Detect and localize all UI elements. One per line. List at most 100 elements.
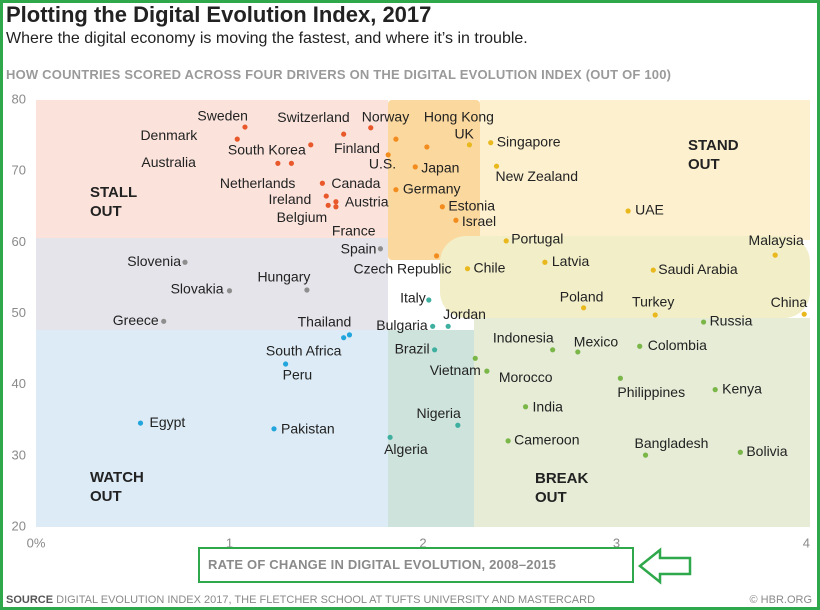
point-label: Greece: [113, 312, 159, 328]
point-label: Cameroon: [514, 432, 579, 448]
point-label: Canada: [331, 175, 380, 191]
point-label: UAE: [635, 202, 664, 218]
point-label: Egypt: [149, 414, 185, 430]
y-tick-label: 40: [12, 376, 26, 391]
point-label: Thailand: [298, 314, 352, 330]
y-tick-label: 30: [12, 447, 26, 462]
point: [625, 208, 631, 214]
point: [323, 193, 329, 199]
point: [288, 160, 295, 166]
point: [505, 438, 511, 444]
point: [308, 142, 314, 148]
point: [426, 297, 432, 303]
point: [542, 259, 548, 265]
point-label: South Africa: [266, 342, 342, 358]
point-label: Sweden: [197, 108, 248, 124]
point: [325, 202, 331, 208]
point-label: Italy: [400, 290, 426, 306]
point-label: Bangladesh: [635, 435, 709, 451]
point: [161, 318, 167, 324]
x-axis-label: RATE OF CHANGE IN DIGITAL EVOLUTION, 200…: [198, 547, 634, 583]
point-label: Czech Republic: [353, 261, 451, 277]
point: [650, 267, 656, 273]
point: [433, 253, 440, 259]
point: [432, 347, 438, 353]
point-label: Turkey: [632, 294, 674, 310]
point-label: Saudi Arabia: [658, 261, 738, 277]
point-label: Denmark: [140, 127, 198, 143]
point-label: Morocco: [499, 369, 553, 385]
point-label: Indonesia: [493, 329, 554, 345]
point: [387, 434, 393, 440]
quadrant-label: WATCH OUT: [90, 469, 144, 505]
point-label: Colombia: [648, 337, 707, 353]
region-break-out: [474, 318, 810, 527]
point: [333, 199, 339, 205]
region-yellow-green: [440, 236, 810, 318]
point: [333, 204, 339, 210]
point-label: South Korea: [228, 142, 306, 158]
point-label: Jordan: [443, 306, 486, 322]
point-label: India: [533, 398, 564, 414]
x-tick-label: 0%: [27, 535, 46, 550]
point: [575, 349, 581, 355]
point-label: Australia: [141, 154, 196, 170]
point: [319, 180, 325, 186]
point-label: Spain: [341, 240, 377, 256]
point-label: Philippines: [617, 384, 685, 400]
region-teal: [388, 330, 474, 527]
point: [652, 312, 658, 318]
point-label: Germany: [403, 180, 461, 196]
y-tick-label: 70: [12, 163, 26, 178]
x-tick-label: 1: [226, 535, 233, 550]
chart-heading: HOW COUNTRIES SCORED ACROSS FOUR DRIVERS…: [6, 67, 672, 82]
x-tick-label: 2: [419, 535, 426, 550]
point-label: Finland: [334, 140, 380, 156]
point: [412, 164, 418, 170]
point: [182, 259, 188, 265]
point-label: Singapore: [497, 133, 561, 149]
point-label: Latvia: [552, 253, 590, 269]
point: [283, 361, 289, 367]
point-label: Poland: [560, 289, 604, 305]
point: [464, 266, 471, 272]
point: [275, 160, 281, 166]
point-label: Ireland: [268, 191, 311, 207]
point-label: Algeria: [384, 441, 428, 457]
point: [341, 131, 347, 137]
point-label: Switzerland: [277, 109, 349, 125]
point: [488, 140, 494, 146]
point: [503, 238, 509, 244]
point: [393, 187, 399, 193]
point: [642, 452, 649, 458]
point-label: Pakistan: [281, 420, 335, 436]
point-label: Bolivia: [746, 443, 787, 459]
point: [377, 246, 384, 252]
point: [466, 142, 473, 148]
point-label: Russia: [710, 313, 753, 329]
point-label: Peru: [283, 367, 313, 383]
subtitle: Where the digital economy is moving the …: [6, 30, 528, 47]
point: [801, 311, 807, 317]
point-label: Kenya: [722, 380, 762, 396]
point: [346, 332, 353, 338]
credit: © HBR.ORG: [749, 594, 813, 606]
point: [137, 420, 144, 426]
point-label: Belgium: [277, 209, 328, 225]
point-label: China: [771, 294, 808, 310]
point: [393, 136, 399, 142]
point: [445, 323, 451, 329]
point-label: Mexico: [574, 334, 619, 350]
point: [453, 217, 459, 223]
quadrant-label: BREAK OUT: [535, 470, 589, 506]
point: [737, 449, 743, 455]
point: [226, 288, 233, 294]
point: [242, 124, 248, 130]
point: [341, 335, 347, 341]
point-label: Brazil: [395, 340, 430, 356]
point-label: Israel: [462, 213, 496, 229]
point: [424, 144, 430, 150]
title: Plotting the Digital Evolution Index, 20…: [6, 2, 432, 27]
